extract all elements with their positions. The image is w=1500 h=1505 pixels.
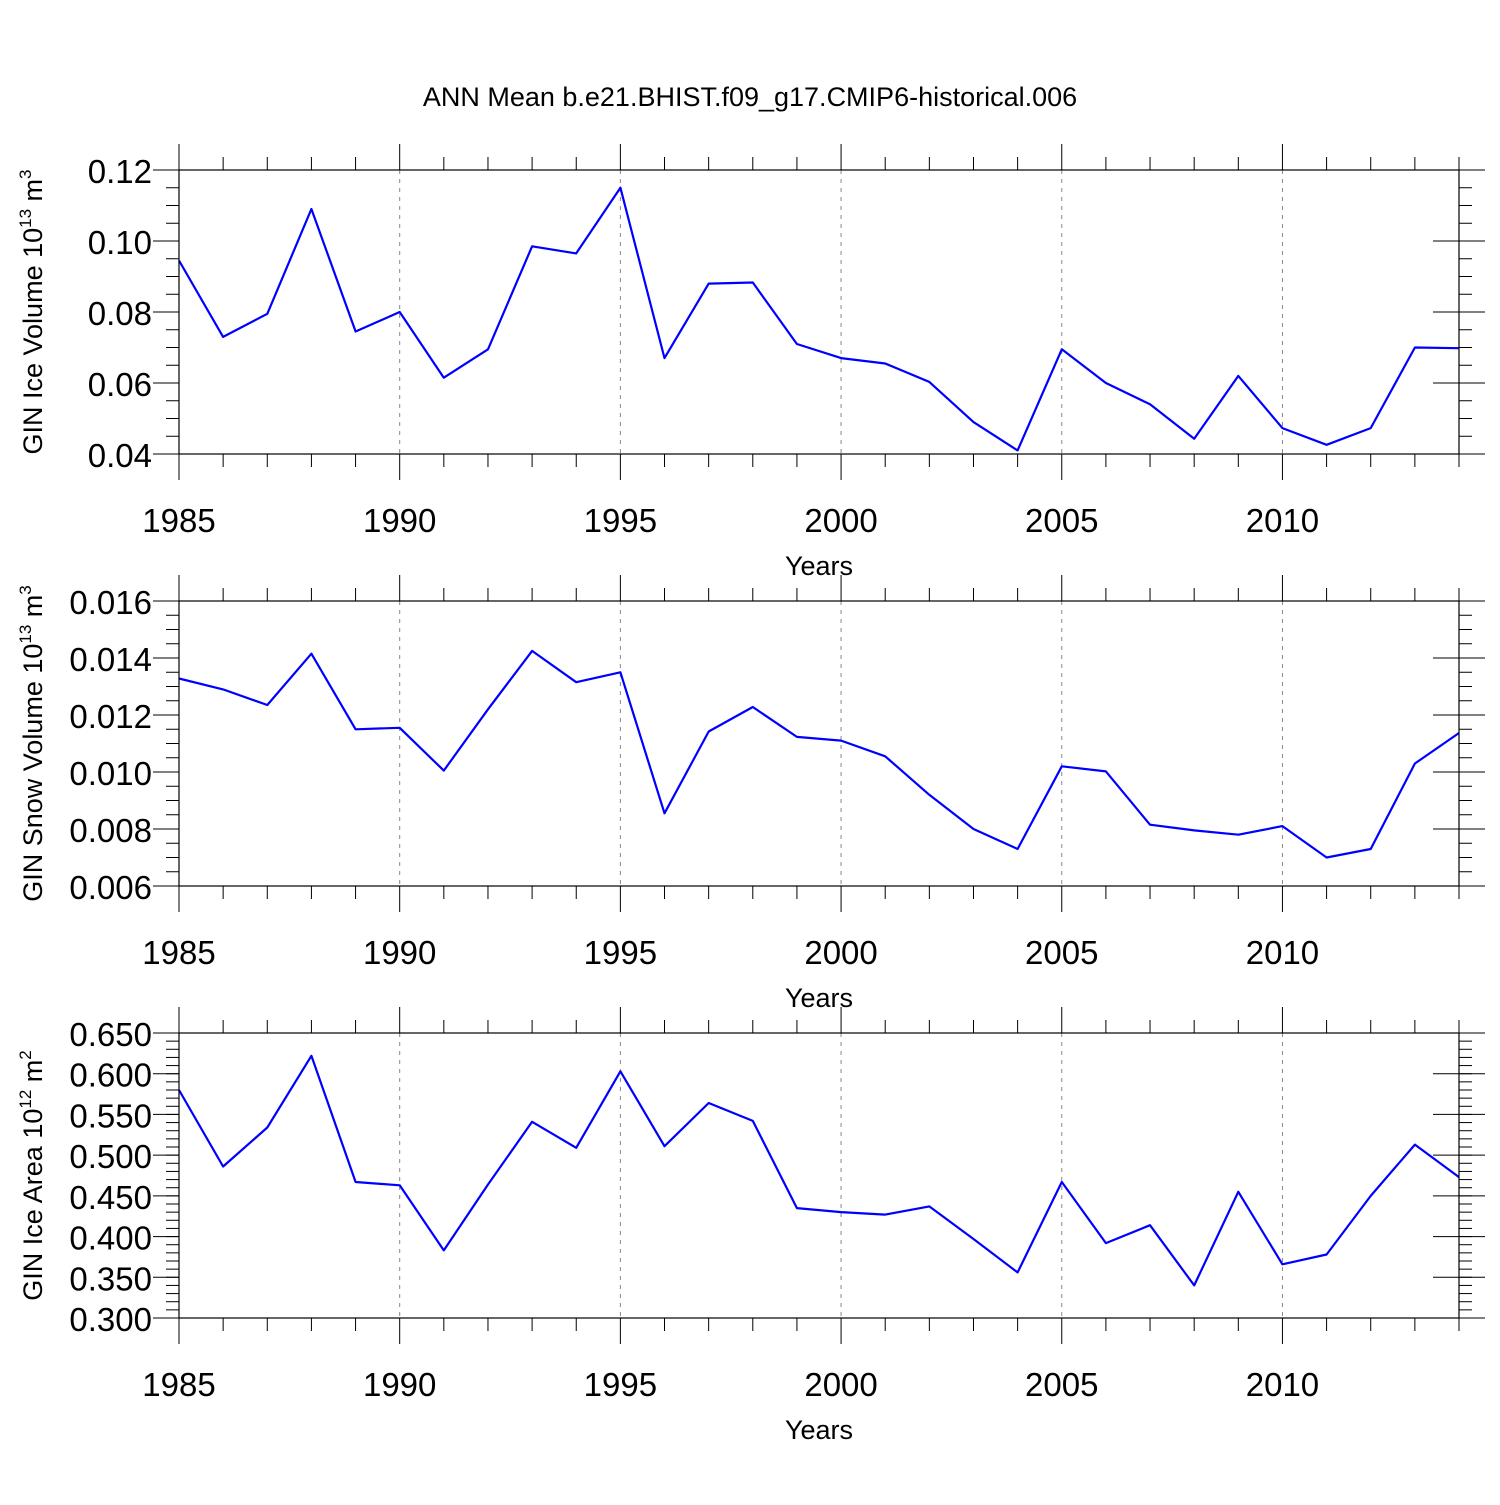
- y-tick-label: 0.012: [69, 698, 152, 735]
- x-tick-label: 2000: [804, 934, 877, 971]
- y-tick-label: 0.500: [69, 1138, 152, 1175]
- y-tick-label: 0.008: [69, 812, 152, 849]
- x-tick-label: 1990: [363, 934, 436, 971]
- x-tick-label: 1985: [142, 934, 215, 971]
- x-tick-label: 2005: [1025, 1366, 1098, 1403]
- x-tick-label: 2000: [804, 1366, 877, 1403]
- x-tick-label: 2010: [1246, 1366, 1319, 1403]
- x-tick-label: 2005: [1025, 502, 1098, 539]
- y-tick-label: 0.12: [88, 153, 152, 190]
- y-tick-label: 0.550: [69, 1097, 152, 1134]
- figure-title: ANN Mean b.e21.BHIST.f09_g17.CMIP6-histo…: [423, 82, 1077, 112]
- y-tick-label: 0.08: [88, 295, 152, 332]
- y-axis-title-unit-exponent: 3: [16, 169, 35, 178]
- x-tick-label: 2000: [804, 502, 877, 539]
- plot-frame: [178, 600, 1460, 887]
- y-axis-title-exponent: 13: [16, 625, 35, 644]
- panel-1: 0.04 0.06 0.08 0.10 0.12 1985 1990 1995 2000 2005…: [16, 144, 1485, 581]
- x-tick-label: 2010: [1246, 934, 1319, 971]
- x-tick-label: 1990: [363, 1366, 436, 1403]
- x-tick-label: 1995: [584, 934, 657, 971]
- plot-frame: [178, 1032, 1460, 1319]
- panel-2: 0.006 0.008 0.010 0.012 0.014 0.016 1985 1990 19…: [16, 575, 1485, 1013]
- y-tick-label: 0.04: [88, 437, 152, 474]
- x-tick-label: 1985: [142, 502, 215, 539]
- y-tick-label: 0.650: [69, 1016, 152, 1053]
- y-tick-label: 0.06: [88, 366, 152, 403]
- series-line: [178, 186, 1460, 452]
- y-tick-label: 0.10: [88, 224, 152, 261]
- y-tick-label: 0.600: [69, 1057, 152, 1094]
- y-axis-title-base: GIN Snow Volume 10: [18, 644, 48, 902]
- x-tick-label: 1985: [142, 1366, 215, 1403]
- y-tick-label: 0.350: [69, 1260, 152, 1297]
- y-tick-label: 0.300: [69, 1301, 152, 1338]
- y-axis-title-exponent: 12: [16, 1090, 35, 1109]
- x-axis-title: Years: [785, 1415, 853, 1445]
- y-tick-label: 0.016: [69, 584, 152, 621]
- y-axis-title: GIN Ice Area 1012 m2: [16, 1050, 48, 1301]
- x-axis-title: Years: [785, 551, 853, 581]
- y-tick-label: 0.010: [69, 755, 152, 792]
- x-tick-label: 2010: [1246, 502, 1319, 539]
- series-line: [178, 649, 1460, 859]
- y-axis-title-unit: m: [18, 1060, 48, 1090]
- series-line: [178, 1054, 1460, 1287]
- x-axis-title: Years: [785, 983, 853, 1013]
- y-axis-title-unit: m: [18, 595, 48, 625]
- y-axis-title-unit: m: [18, 179, 48, 209]
- y-tick-label: 0.450: [69, 1179, 152, 1216]
- y-axis-title-base: GIN Ice Volume 10: [18, 228, 48, 455]
- plot-frame: [178, 169, 1460, 455]
- y-axis-title-unit-exponent: 2: [16, 1050, 35, 1059]
- y-tick-label: 0.006: [69, 869, 152, 906]
- y-axis-title-unit-exponent: 3: [16, 585, 35, 594]
- y-axis-title: GIN Snow Volume 1013 m3: [16, 585, 48, 902]
- y-tick-label: 0.400: [69, 1220, 152, 1257]
- x-tick-label: 2005: [1025, 934, 1098, 971]
- y-axis-title-base: GIN Ice Area 10: [18, 1109, 48, 1301]
- y-tick-label: 0.014: [69, 641, 152, 678]
- x-tick-label: 1990: [363, 502, 436, 539]
- x-tick-label: 1995: [584, 502, 657, 539]
- x-tick-label: 1995: [584, 1366, 657, 1403]
- y-axis-title-exponent: 13: [16, 209, 35, 228]
- y-axis-title: GIN Ice Volume 1013 m3: [16, 169, 48, 454]
